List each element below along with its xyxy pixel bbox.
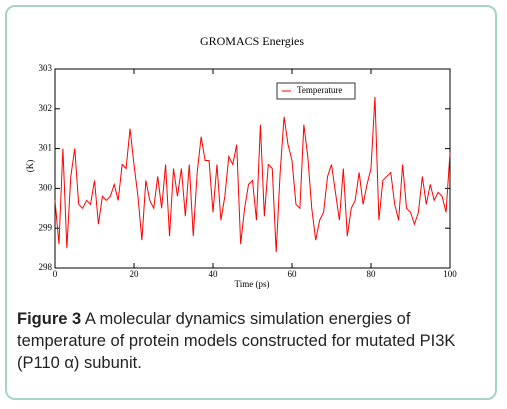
y-tick-label: 298 [39, 262, 53, 272]
figure-frame [5, 5, 497, 400]
x-axis-label: Time (ps) [235, 279, 270, 289]
caption-text: A molecular dynamics simulation energies… [17, 310, 456, 372]
y-tick-label: 302 [39, 103, 53, 113]
plot-frame [54, 68, 451, 269]
x-tick-label: 80 [367, 269, 377, 279]
x-tick-label: 0 [53, 269, 58, 279]
line [54, 96, 451, 253]
x-tick-label: 20 [130, 269, 140, 279]
chart-title: GROMACS Energies [200, 34, 304, 48]
chart: GROMACS Energies Time (ps) (K) 298 299 300… [25, 34, 457, 289]
y-tick-label: 301 [39, 143, 53, 153]
legend-label: Temperature [297, 85, 342, 95]
y-tick-label: 300 [39, 182, 53, 192]
y-axis-label: (K) [25, 160, 35, 173]
y-tick-label: 299 [39, 222, 53, 232]
caption: Figure 3 A molecular dynamics simulation… [17, 308, 467, 374]
x-tick-label: 100 [443, 269, 457, 279]
x-tick-label: 60 [288, 269, 298, 279]
caption-label: Figure 3 [17, 310, 82, 328]
x-tick-label: 40 [209, 269, 219, 279]
legend-box [276, 82, 356, 100]
y-tick-label: 303 [39, 63, 53, 73]
